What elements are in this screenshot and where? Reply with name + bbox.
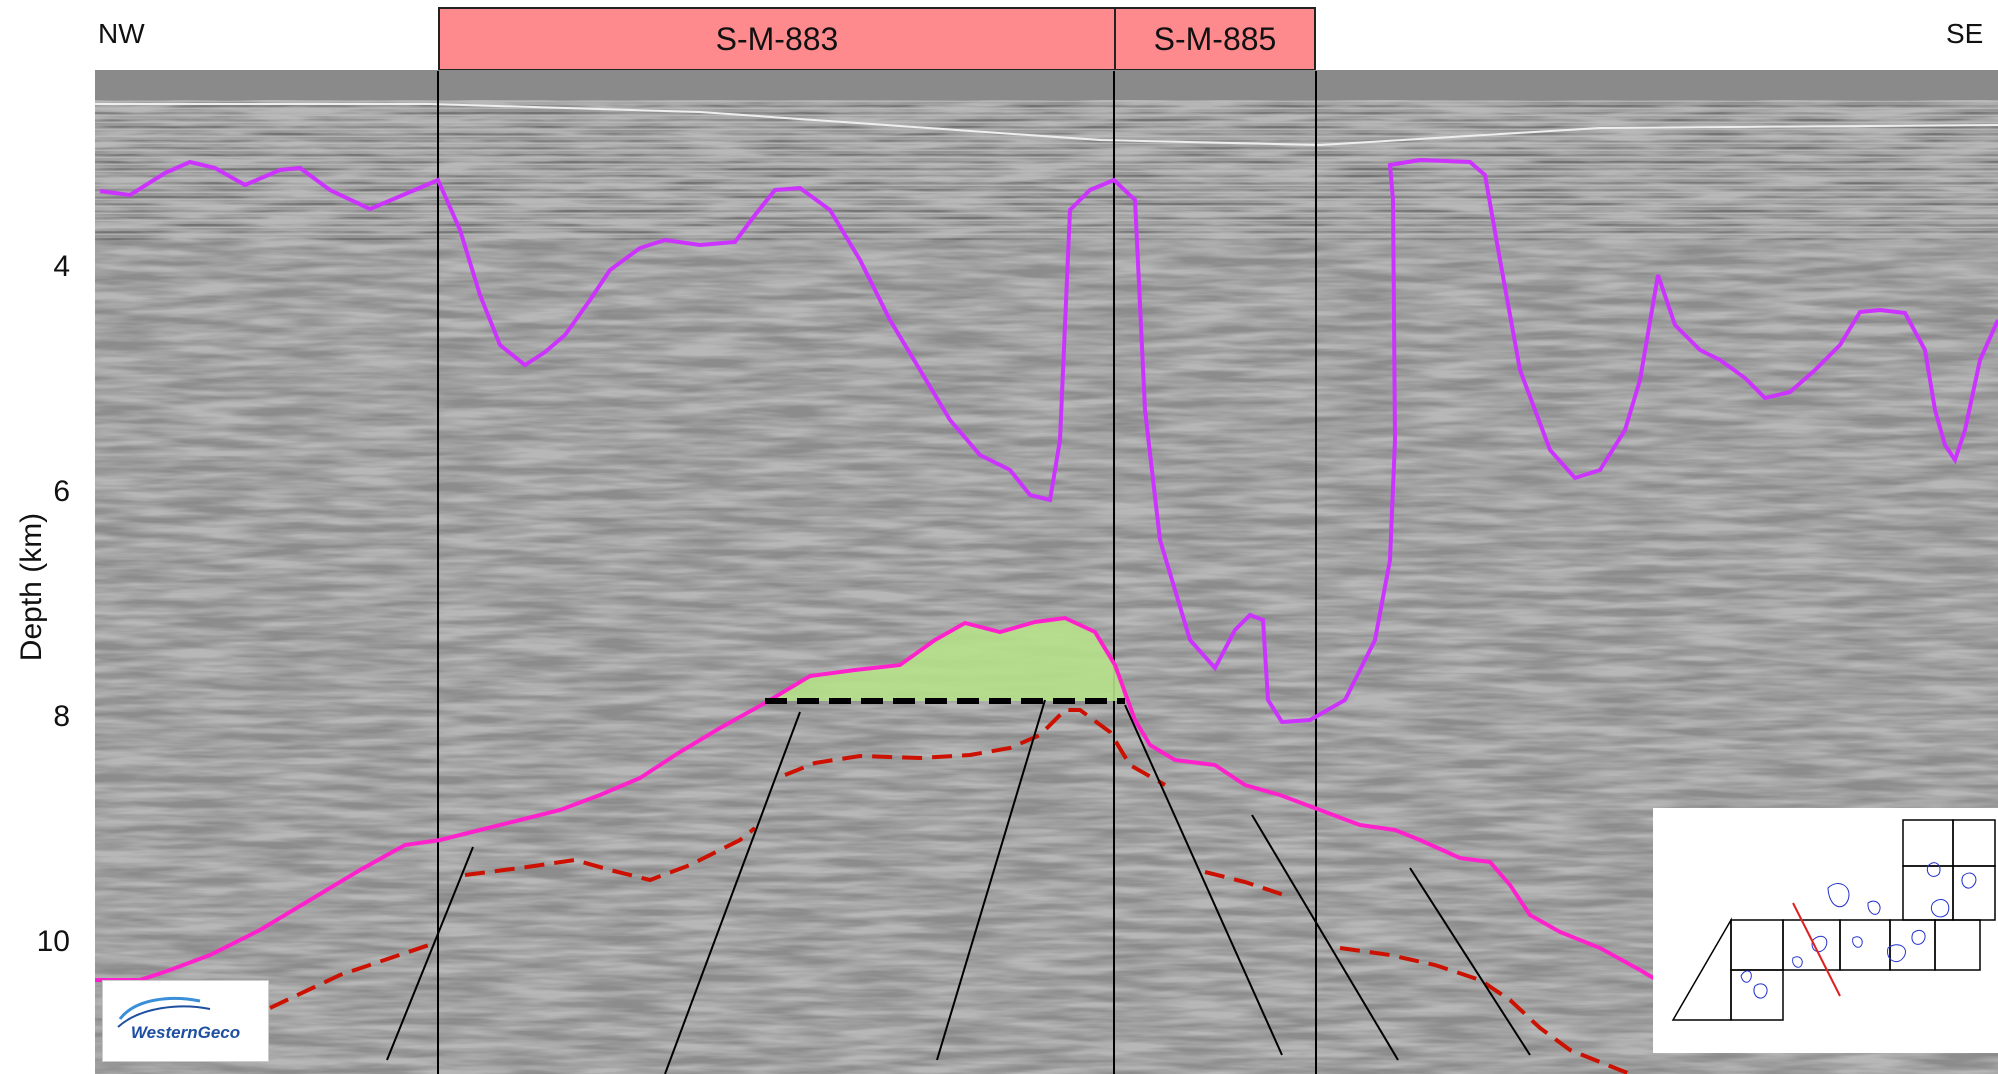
fault-line-3 <box>936 699 1046 1061</box>
inset-section-line <box>1792 902 1841 997</box>
fault-line-5 <box>1251 814 1399 1061</box>
seafloor-line <box>95 103 1998 147</box>
red-dashed-horizon-5 <box>1339 946 1631 1074</box>
fault-line-4 <box>1124 704 1283 1056</box>
logo-text: WesternGeco <box>130 1023 241 1042</box>
y-tick-4: 4 <box>53 250 70 283</box>
direction-nw-label: NW <box>98 18 145 49</box>
westerngeco-logo: WesternGeco <box>102 980 269 1062</box>
base-salt-horizon <box>95 615 1701 995</box>
prospect-area <box>765 618 1125 701</box>
logo-swoosh-icon <box>117 996 211 1028</box>
y-tick-8: 8 <box>53 700 70 733</box>
fault-line-6 <box>1409 867 1531 1056</box>
red-dashed-horizon-3 <box>784 708 1166 787</box>
red-dashed-horizon-1 <box>269 941 436 1010</box>
y-tick-10: 10 <box>36 925 70 958</box>
y-axis-label: Depth (km) <box>15 512 48 662</box>
location-inset-map <box>1653 808 1998 1053</box>
red-dashed-horizon-2 <box>464 826 757 883</box>
block-label-s-m-885: S-M-885 <box>1114 7 1316 71</box>
fault-line-1 <box>386 846 474 1061</box>
water-column <box>95 70 1998 105</box>
fault-line-2 <box>664 711 801 1074</box>
direction-se-label: SE <box>1946 18 1984 49</box>
top-salt-horizon <box>99 157 1998 725</box>
red-dashed-horizon-4 <box>1204 870 1291 899</box>
inset-block-grid <box>1671 819 1996 1021</box>
y-tick-6: 6 <box>53 475 70 508</box>
block-label-s-m-883: S-M-883 <box>438 7 1116 71</box>
